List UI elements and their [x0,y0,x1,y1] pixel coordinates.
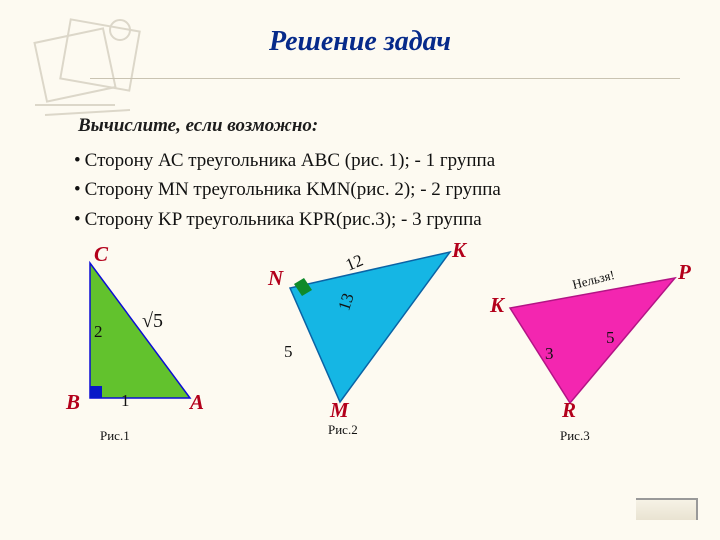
vertex-A: A [190,390,204,415]
caption-1: Рис.1 [100,428,130,444]
side-KR: 3 [545,344,554,364]
task-item: Сторону MN треугольника KMN(рис. 2); - 2… [74,175,501,204]
page-curl-icon [636,498,698,520]
figure-3: K R P 3 5 Нельзя! Рис.3 [490,248,690,433]
side-BA: 1 [121,391,130,411]
figures-row: C B A 2 1 √5 Рис.1 M K N 12 13 5 Рис.2 K… [70,248,690,478]
side-NM: 5 [284,342,293,362]
side-AC: √5 [142,310,163,333]
figure-2: M K N 12 13 5 Рис.2 [280,242,480,427]
caption-3: Рис.3 [560,428,590,444]
side-RP: 5 [606,328,615,348]
task-item: Сторону АС треугольника АВС (рис. 1); - … [74,146,501,175]
figure-1: C B A 2 1 √5 Рис.1 [70,248,240,428]
task-item: Сторону KP треугольника KPR(рис.3); - 3 … [74,205,501,234]
vertex-P: P [678,260,691,285]
divider [90,78,680,79]
vertex-K: K [490,293,504,318]
vertex-C: C [94,242,108,267]
vertex-K: K [452,238,466,263]
vertex-M: M [330,398,349,423]
caption-2: Рис.2 [328,422,358,438]
side-BC: 2 [94,322,103,342]
vertex-N: N [268,266,283,291]
vertex-R: R [562,398,576,423]
subtitle: Вычислите, если возможно: [78,115,318,137]
vertex-B: B [66,390,80,415]
page-title: Решение задач [0,26,720,58]
task-list: Сторону АС треугольника АВС (рис. 1); - … [74,146,501,234]
